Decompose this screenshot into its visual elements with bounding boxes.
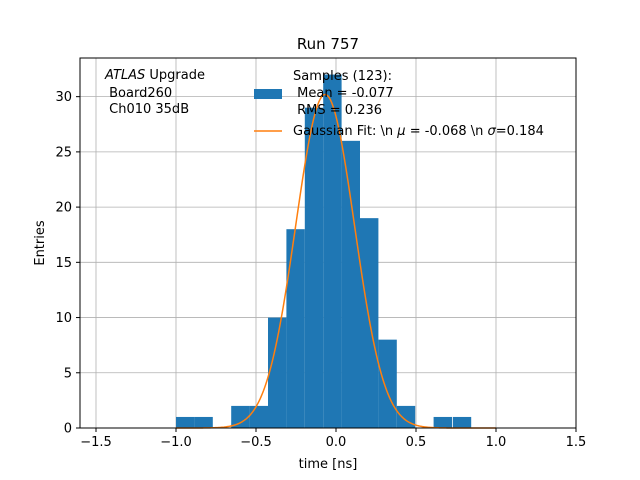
legend-hist-swatch: [254, 89, 282, 99]
hist-bar-6: [286, 229, 305, 428]
y-tick-label-6: 30: [55, 90, 72, 105]
annotation-line-2: Board260: [105, 86, 172, 101]
annotation-line-1: ATLAS Upgrade: [104, 68, 205, 83]
fit-middle: = -0.068 \n: [406, 124, 488, 139]
hist-bar-1: [194, 416, 213, 428]
sigma-symbol: σ: [488, 124, 497, 139]
x-axis-label: time [ns]: [299, 457, 358, 472]
y-tick-label-3: 15: [55, 256, 72, 271]
fit-prefix: Gaussian Fit: \n: [293, 124, 397, 139]
histogram-bars: [176, 74, 472, 429]
legend-hist-line-3: RMS = 0.236: [293, 103, 382, 118]
legend-hist-line-2: Mean = -0.077: [293, 86, 394, 101]
x-axis-ticks: −1.5 −1.0 −0.5 0.0 0.5 1.0 1.5: [80, 428, 586, 450]
x-tick-label-1: −1.0: [160, 435, 192, 450]
annotation-box: ATLAS Upgrade Board260 Ch010 35dB: [104, 68, 205, 117]
hist-bar-3: [231, 405, 250, 428]
legend-hist-line-1: Samples (123):: [293, 69, 392, 84]
hist-bar-4: [249, 405, 268, 428]
y-tick-label-0: 0: [64, 422, 72, 437]
y-tick-label-4: 20: [55, 201, 72, 216]
hist-bar-8: [323, 74, 342, 428]
hist-bar-0: [176, 416, 195, 428]
legend-fit-label: Gaussian Fit: \n μ = -0.068 \n σ=0.184: [293, 124, 544, 139]
y-tick-label-1: 5: [64, 366, 72, 381]
x-tick-label-4: 0.5: [406, 435, 427, 450]
x-tick-label-2: −0.5: [240, 435, 272, 450]
plot-frame: [79, 57, 577, 429]
y-tick-label-5: 25: [55, 145, 72, 160]
hist-bar-14: [433, 416, 452, 428]
hist-bar-extra-0: [452, 416, 472, 428]
hist-bar-7: [304, 107, 324, 429]
x-tick-label-3: 0.0: [326, 435, 347, 450]
plot-area: [79, 57, 577, 429]
annotation-line-3: Ch010 35dB: [105, 102, 189, 117]
upgrade-label: Upgrade: [145, 68, 205, 83]
x-tick-label-5: 1.0: [486, 435, 507, 450]
x-tick-label-6: 1.5: [566, 435, 587, 450]
atlas-label: ATLAS: [104, 68, 145, 83]
y-tick-label-2: 10: [55, 311, 72, 326]
hist-bar-11: [378, 339, 397, 428]
x-tick-label-0: −1.5: [80, 435, 112, 450]
hist-bar-5: [268, 317, 287, 428]
legend: Samples (123): Mean = -0.077 RMS = 0.236…: [254, 69, 544, 139]
y-axis-ticks: 0 5 10 15 20 25 30: [55, 90, 80, 437]
hist-bar-9: [341, 140, 360, 428]
mu-symbol: μ: [396, 124, 405, 139]
y-axis-label: Entries: [33, 220, 48, 266]
chart-title: Run 757: [297, 35, 359, 53]
fit-suffix: =0.184: [496, 124, 544, 139]
